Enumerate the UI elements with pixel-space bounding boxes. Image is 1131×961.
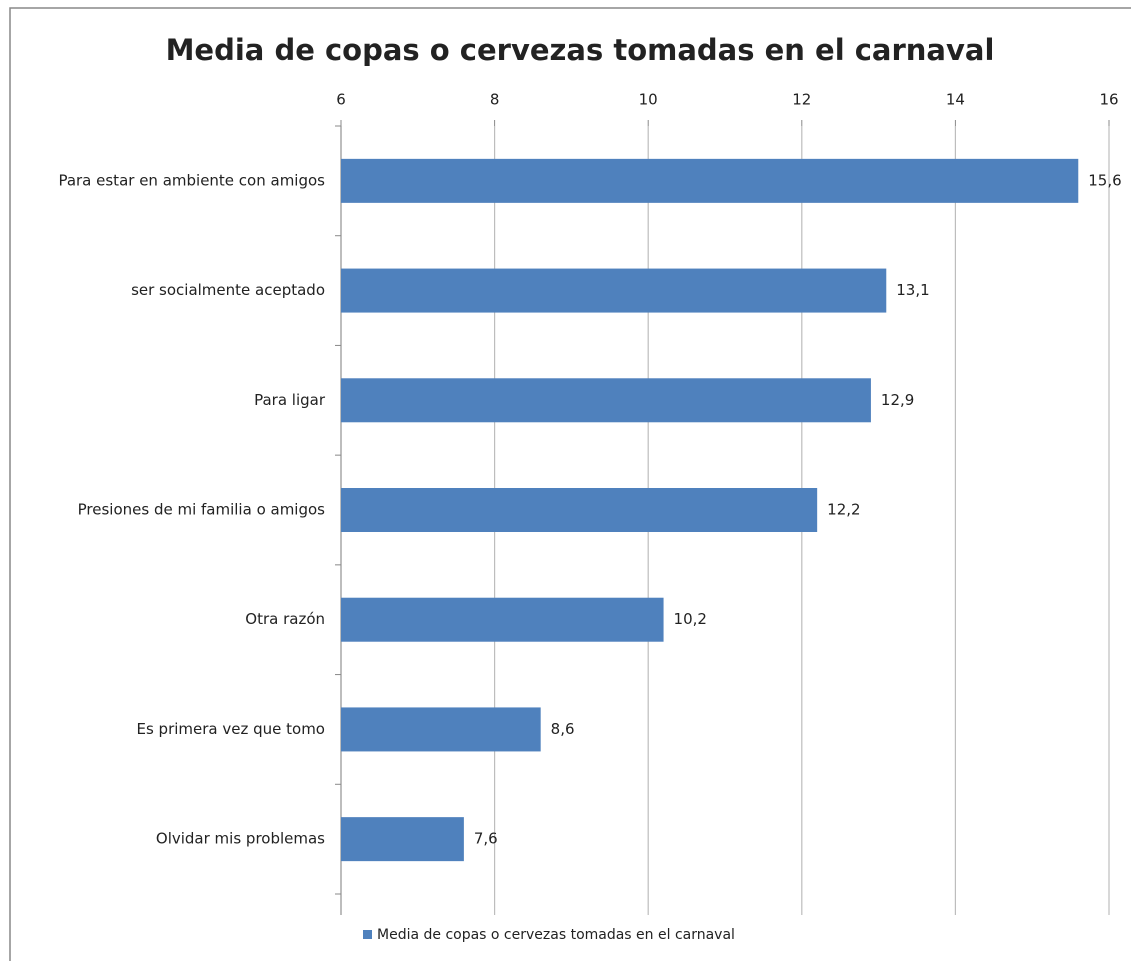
chart-title: Media de copas o cervezas tomadas en el … (166, 33, 995, 67)
bar (341, 158, 1079, 203)
value-label: 8,6 (551, 720, 575, 738)
value-label: 12,9 (881, 391, 914, 409)
y-tick-label: Es primera vez que tomo (136, 720, 325, 738)
value-label: 15,6 (1088, 171, 1121, 189)
y-tick-label: ser socialmente aceptado (131, 281, 325, 299)
legend-swatch (363, 930, 372, 939)
x-tick-label: 12 (792, 91, 811, 109)
bar (341, 488, 818, 532)
bar (341, 817, 464, 862)
bar (341, 378, 871, 423)
bar (341, 597, 664, 642)
y-tick-label: Otra razón (245, 610, 325, 628)
x-tick-label: 16 (1099, 91, 1118, 109)
bar (341, 707, 541, 752)
chart-frame (9, 7, 1131, 961)
x-tick-label: 10 (639, 91, 658, 109)
value-label: 13,1 (896, 281, 929, 299)
y-tick-label: Presiones de mi familia o amigos (78, 501, 326, 519)
y-tick-label: Para ligar (254, 391, 326, 409)
value-label: 10,2 (674, 610, 707, 628)
bar (341, 268, 887, 313)
y-tick-label: Para estar en ambiente con amigos (58, 171, 325, 189)
value-label: 12,2 (827, 501, 860, 519)
value-label: 7,6 (474, 830, 498, 848)
x-tick-label: 14 (946, 91, 965, 109)
y-tick-label: Olvidar mis problemas (156, 830, 325, 848)
legend-label: Media de copas o cervezas tomadas en el … (377, 927, 735, 943)
x-tick-label: 8 (490, 91, 500, 109)
x-tick-label: 6 (336, 91, 346, 109)
